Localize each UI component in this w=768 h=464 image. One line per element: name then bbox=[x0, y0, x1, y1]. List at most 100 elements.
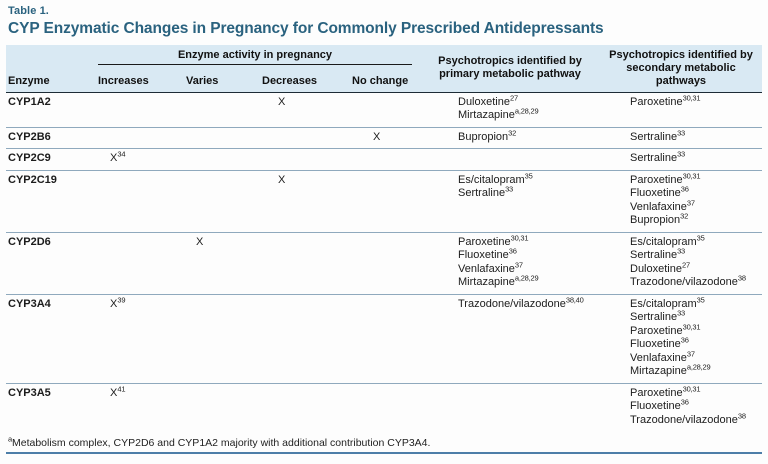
drug-entry: Sertraline33 bbox=[630, 246, 686, 262]
reference-superscript: 35 bbox=[524, 171, 533, 181]
column-header-enzyme: Enzyme bbox=[8, 74, 50, 87]
reference-superscript: 30,31 bbox=[682, 93, 701, 103]
table-row: CYP3A5 X41 Paroxetine30,31 Fluoxetine36 Traz… bbox=[6, 383, 762, 431]
reference-superscript: 27 bbox=[681, 260, 690, 270]
drug-entry: Trazodone/vilazodone38 bbox=[630, 273, 746, 289]
activity-mark-increases: X34 bbox=[110, 149, 126, 165]
drug-entry: Fluoxetine36 bbox=[630, 335, 689, 351]
column-header-primary-pathway: Psychotropics identified by primary meta… bbox=[438, 55, 582, 81]
reference-superscript: 38 bbox=[737, 411, 746, 421]
reference-superscript: 30,31 bbox=[682, 384, 701, 394]
column-group-label: Enzyme activity in pregnancy bbox=[98, 49, 412, 65]
enzyme-name: CYP2C19 bbox=[8, 173, 57, 186]
drug-entry: Fluoxetine36 bbox=[630, 184, 689, 200]
activity-mark-decreases: X bbox=[278, 173, 286, 186]
drug-entry: Es/citalopram35 bbox=[458, 171, 533, 186]
drug-list-secondary: Paroxetine30,31 Fluoxetine36 Trazodone/vil… bbox=[600, 383, 762, 431]
table-row: CYP2D6 X Paroxetine30,31 Fluoxetine36 Venlaf… bbox=[6, 232, 762, 295]
activity-mark-increases bbox=[90, 92, 178, 127]
drug-entry: Paroxetine30,31 bbox=[630, 93, 701, 108]
table-figure: Table 1. CYP Enzymatic Changes in Pregna… bbox=[6, 5, 762, 455]
reference-superscript: 34 bbox=[117, 149, 126, 159]
reference-superscript: 27 bbox=[509, 93, 518, 103]
activity-mark-increases bbox=[90, 170, 178, 232]
drug-entry: Paroxetine30,31 bbox=[630, 171, 701, 186]
activity-mark-varies bbox=[178, 383, 254, 431]
enzyme-name: CYP1A2 bbox=[8, 95, 51, 108]
drug-entry: Sertraline33 bbox=[630, 128, 686, 143]
drug-entry: Venlafaxine37 bbox=[630, 349, 695, 364]
drug-entry: Mirtazapinea,28,29 bbox=[458, 273, 539, 289]
footnote-text: Metabolism complex, CYP2D6 and CYP1A2 ma… bbox=[11, 437, 431, 450]
reference-superscript: 33 bbox=[677, 246, 686, 256]
activity-mark-no-change bbox=[344, 170, 420, 232]
drug-entry: Sertraline33 bbox=[458, 184, 514, 200]
activity-mark-increases bbox=[90, 127, 178, 149]
reference-superscript: 36 bbox=[680, 184, 689, 194]
activity-mark-no-change bbox=[344, 232, 420, 294]
reference-superscript: 35 bbox=[696, 295, 705, 305]
activity-mark-varies bbox=[178, 92, 254, 127]
table-row: CYP1A2 X Duloxetine27 Mirtazapinea,28,29 Par… bbox=[6, 92, 762, 128]
activity-mark-decreases bbox=[254, 149, 344, 171]
reference-superscript: 33 bbox=[677, 308, 686, 318]
bottom-rule bbox=[6, 452, 762, 455]
column-header-increases: Increases bbox=[98, 74, 149, 87]
table-footnote: aMetabolism complex, CYP2D6 and CYP1A2 m… bbox=[6, 434, 762, 450]
drug-list-primary: Duloxetine27 Mirtazapinea,28,29 bbox=[420, 92, 600, 127]
table-row: CYP2C19 X Es/citalopram35 Sertraline33 Parox… bbox=[6, 170, 762, 233]
drug-list-primary: Paroxetine30,31 Fluoxetine36 Venlafaxine37… bbox=[420, 232, 600, 294]
drug-list-primary: Trazodone/vilazodone38,40 bbox=[420, 294, 600, 383]
enzyme-name: CYP2D6 bbox=[8, 235, 51, 248]
activity-mark-varies bbox=[178, 170, 254, 232]
activity-mark-decreases bbox=[254, 232, 344, 294]
drug-entry: Venlafaxine37 bbox=[458, 260, 523, 275]
reference-superscript: 38 bbox=[737, 273, 746, 283]
cyp-enzyme-table: Enzyme Enzyme activity in pregnancy Psyc… bbox=[6, 45, 762, 431]
reference-superscript: a,28,29 bbox=[514, 273, 539, 283]
column-header-decreases: Decreases bbox=[262, 74, 318, 87]
enzyme-name: CYP2C9 bbox=[8, 152, 51, 165]
activity-mark-no-change bbox=[344, 294, 420, 383]
table-row: CYP2B6 X Bupropion32 Sertraline33 bbox=[6, 127, 762, 149]
reference-superscript: 32 bbox=[508, 128, 517, 138]
drug-entry: Paroxetine30,31 bbox=[630, 322, 701, 337]
enzyme-name: CYP3A5 bbox=[8, 386, 51, 399]
activity-mark-varies bbox=[178, 149, 254, 171]
reference-superscript: 30,31 bbox=[682, 322, 701, 332]
drug-entry: Bupropion32 bbox=[458, 128, 517, 143]
activity-mark-decreases bbox=[254, 383, 344, 431]
reference-superscript: 35 bbox=[696, 233, 705, 243]
activity-mark-varies bbox=[178, 127, 254, 149]
activity-mark-decreases bbox=[254, 127, 344, 149]
footnote-marker: a bbox=[8, 434, 12, 444]
drug-list-secondary: Sertraline33 bbox=[600, 149, 762, 171]
activity-mark-increases bbox=[90, 232, 178, 294]
drug-entry: Trazodone/vilazodone38,40 bbox=[458, 295, 584, 310]
drug-entry: Duloxetine27 bbox=[458, 93, 518, 108]
reference-superscript: 30,31 bbox=[682, 171, 701, 181]
activity-mark-no-change bbox=[344, 92, 420, 127]
drug-entry: Sertraline33 bbox=[630, 149, 686, 165]
drug-list-secondary: Es/citalopram35 Sertraline33 Paroxetine30,… bbox=[600, 294, 762, 383]
reference-superscript: a,28,29 bbox=[686, 362, 711, 372]
drug-list-primary bbox=[420, 383, 600, 431]
reference-superscript: 30,31 bbox=[510, 233, 529, 243]
drug-entry: Duloxetine27 bbox=[630, 260, 690, 275]
drug-list-secondary: Paroxetine30,31 Fluoxetine36 Venlafaxine37… bbox=[600, 170, 762, 232]
drug-entry: Mirtazapinea,28,29 bbox=[458, 106, 539, 122]
column-header-secondary-pathway: Psychotropics identified by secondary me… bbox=[609, 49, 753, 87]
drug-entry: Trazodone/vilazodone38 bbox=[630, 411, 746, 426]
reference-superscript: 33 bbox=[505, 184, 514, 194]
activity-mark-varies bbox=[178, 294, 254, 383]
drug-list-secondary: Sertraline33 bbox=[600, 127, 762, 149]
drug-entry: Sertraline33 bbox=[630, 308, 686, 324]
drug-entry: Es/citalopram35 bbox=[630, 233, 705, 248]
activity-mark-increases: X41 bbox=[110, 384, 126, 399]
reference-superscript: 39 bbox=[117, 295, 126, 305]
drug-entry: Fluoxetine36 bbox=[458, 246, 517, 262]
enzyme-name: CYP3A4 bbox=[8, 297, 51, 310]
drug-list-secondary: Paroxetine30,31 bbox=[600, 92, 762, 127]
reference-superscript: 38,40 bbox=[565, 295, 584, 305]
reference-superscript: 36 bbox=[508, 246, 517, 256]
